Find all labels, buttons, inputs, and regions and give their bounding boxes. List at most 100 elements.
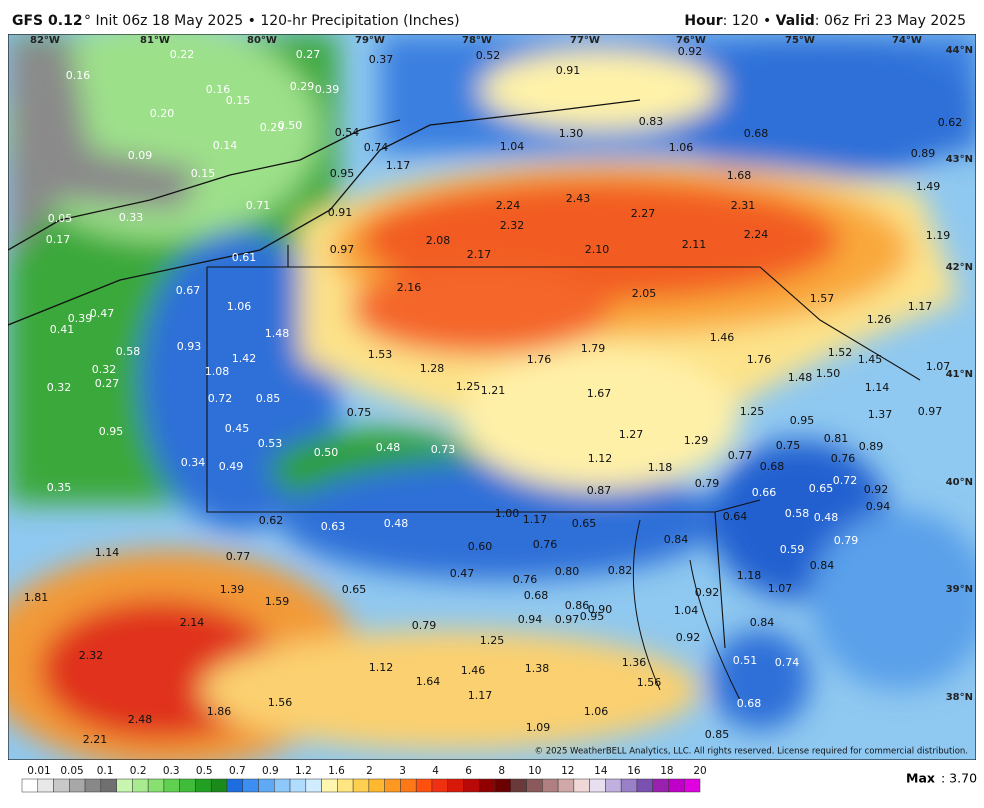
value-label: 2.16 xyxy=(397,281,422,294)
value-label: 0.34 xyxy=(181,456,206,469)
legend-swatch xyxy=(510,778,527,793)
value-label: 2.27 xyxy=(631,207,656,220)
legend-label: 0.7 xyxy=(229,765,246,777)
value-label: 0.95 xyxy=(99,425,124,438)
value-label: 0.73 xyxy=(431,443,456,456)
value-label: 1.53 xyxy=(368,348,393,361)
legend-label: 0.9 xyxy=(262,765,279,777)
legend-swatch xyxy=(573,778,590,793)
value-label: 1.17 xyxy=(523,513,548,526)
value-label: 0.27 xyxy=(95,377,120,390)
value-label: 0.50 xyxy=(314,446,339,459)
value-label: 1.18 xyxy=(648,461,673,474)
value-label: 0.59 xyxy=(780,543,805,556)
value-label: 1.52 xyxy=(828,346,853,359)
precip-field xyxy=(8,34,976,760)
legend-swatch xyxy=(463,778,480,793)
legend-swatch xyxy=(289,778,307,793)
latitude-label: 42°N xyxy=(946,262,973,273)
value-label: 0.16 xyxy=(206,83,231,96)
legend-swatch xyxy=(431,778,448,793)
value-label: 0.79 xyxy=(834,534,859,547)
value-label: 0.15 xyxy=(226,94,251,107)
value-label: 0.95 xyxy=(790,414,815,427)
value-label: 0.75 xyxy=(776,439,801,452)
legend-label: 12 xyxy=(561,765,574,777)
value-label: 0.32 xyxy=(47,381,72,394)
valid-info: Hour: 120 • Valid: 06z Fri 23 May 2025 xyxy=(684,13,966,29)
legend-swatch xyxy=(84,778,102,793)
copyright: © 2025 WeatherBELL Analytics, LLC. All r… xyxy=(535,747,968,757)
value-label: 0.48 xyxy=(814,511,839,524)
value-label: 1.14 xyxy=(865,381,890,394)
value-label: 0.14 xyxy=(213,139,238,152)
value-label: 1.57 xyxy=(810,292,835,305)
value-label: 0.35 xyxy=(47,481,72,494)
value-label: 2.21 xyxy=(83,733,108,746)
value-label: 1.30 xyxy=(559,127,584,140)
legend-label: 4 xyxy=(432,765,439,777)
value-label: 0.09 xyxy=(128,149,153,162)
legend-swatch xyxy=(479,778,496,793)
value-label: 0.84 xyxy=(810,559,835,572)
value-label: 0.62 xyxy=(259,514,284,527)
legend-label: 16 xyxy=(627,765,641,777)
value-label: 2.31 xyxy=(731,199,756,212)
longitude-label: 79°W xyxy=(355,35,385,46)
value-label: 0.37 xyxy=(369,53,394,66)
valid-label: Valid xyxy=(776,13,815,29)
value-label: 0.94 xyxy=(518,613,543,626)
value-label: 0.05 xyxy=(48,212,73,225)
value-label: 1.28 xyxy=(420,362,445,375)
legend-swatch xyxy=(494,778,512,793)
legend-swatch xyxy=(352,778,370,793)
value-label: 1.39 xyxy=(220,583,245,596)
value-label: 0.92 xyxy=(676,631,701,644)
value-label: 1.06 xyxy=(584,705,609,718)
legend-swatch xyxy=(258,778,275,793)
legend-swatch xyxy=(305,778,322,793)
value-label: 1.07 xyxy=(768,582,793,595)
value-label: 0.39 xyxy=(315,83,340,96)
legend-label: 0.1 xyxy=(97,765,114,777)
value-label: 0.48 xyxy=(384,517,409,530)
value-label: 1.38 xyxy=(525,662,550,675)
value-label: 1.48 xyxy=(788,371,813,384)
value-label: 1.26 xyxy=(867,313,892,326)
value-label: 2.43 xyxy=(566,192,591,205)
legend-label: 0.01 xyxy=(27,765,50,777)
value-label: 0.52 xyxy=(476,49,501,62)
value-label: 2.05 xyxy=(632,287,657,300)
value-label: 2.32 xyxy=(500,219,525,232)
value-label: 0.80 xyxy=(555,565,580,578)
value-label: 0.87 xyxy=(587,484,612,497)
value-label: 0.48 xyxy=(376,441,401,454)
value-label: 0.47 xyxy=(90,307,115,320)
value-label: 1.21 xyxy=(481,384,506,397)
value-label: 1.06 xyxy=(227,300,252,313)
legend-label: 20 xyxy=(693,765,706,777)
value-label: 1.81 xyxy=(24,591,49,604)
legend-label: 10 xyxy=(528,765,541,777)
value-label: 0.45 xyxy=(225,422,250,435)
value-label: 0.76 xyxy=(533,538,558,551)
longitude-label: 74°W xyxy=(892,35,922,46)
value-label: 0.41 xyxy=(50,323,75,336)
legend-swatch xyxy=(69,778,86,793)
value-label: 1.04 xyxy=(674,604,699,617)
value-label: 0.91 xyxy=(328,206,353,219)
value-label: 1.36 xyxy=(622,656,647,669)
legend-label: 0.05 xyxy=(60,765,83,777)
legend-swatch xyxy=(195,778,212,793)
value-label: 0.93 xyxy=(177,340,202,353)
legend-swatch xyxy=(147,778,165,793)
value-label: 1.45 xyxy=(858,353,883,366)
legend-swatch xyxy=(210,778,228,793)
value-label: 0.72 xyxy=(208,392,233,405)
legend-swatch xyxy=(526,778,543,793)
value-label: 0.79 xyxy=(412,619,437,632)
legend-label: 1.2 xyxy=(295,765,312,777)
value-label: 0.39 xyxy=(68,312,93,325)
value-label: 0.91 xyxy=(556,64,581,77)
value-label: 1.25 xyxy=(740,405,765,418)
